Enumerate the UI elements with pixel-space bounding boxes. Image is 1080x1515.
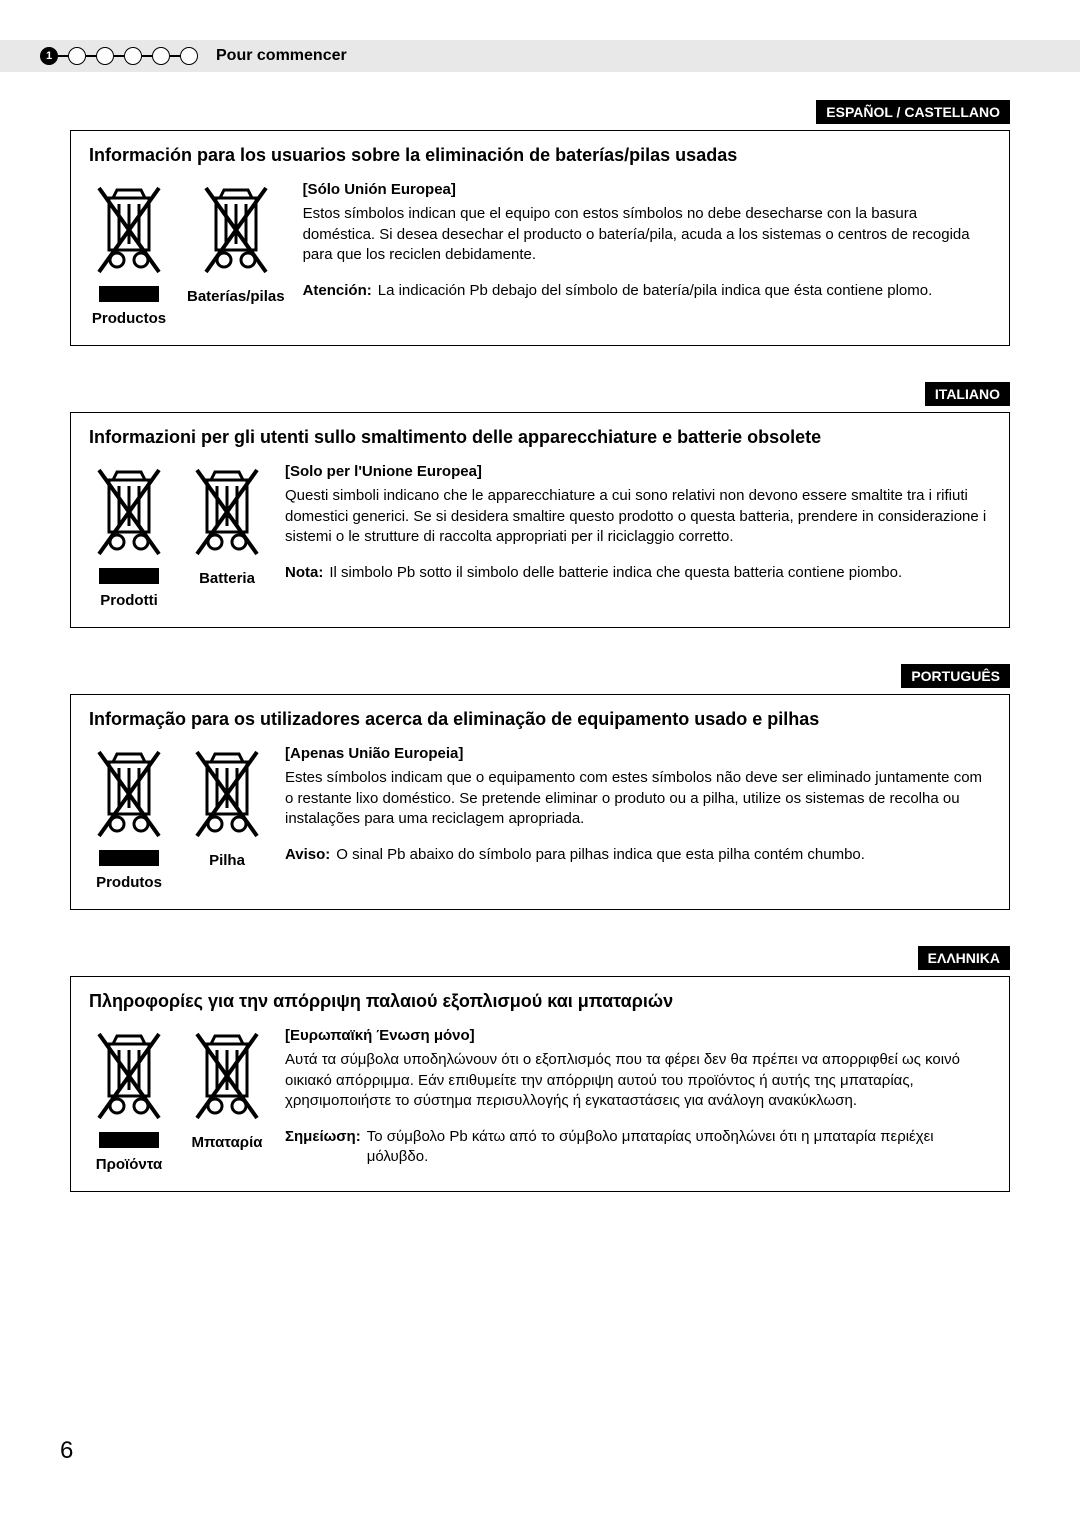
section-box: Informação para os utilizadores acerca d… bbox=[70, 694, 1010, 910]
note-body: Το σύμβολο Pb κάτω από το σύμβολο μπαταρ… bbox=[367, 1127, 991, 1168]
note-row: Atención: La indicación Pb debajo del sí… bbox=[303, 281, 991, 301]
section-text: [Apenas União Europeia] Estes símbolos i… bbox=[285, 744, 991, 891]
step-connector bbox=[86, 55, 96, 57]
black-bar-icon bbox=[99, 568, 159, 584]
battery-icon-column: Pilha bbox=[187, 744, 267, 891]
step-1-circle: 1 bbox=[40, 47, 58, 65]
page-content: ESPAÑOL / CASTELLANO Información para lo… bbox=[70, 100, 1010, 1228]
battery-label: Pilha bbox=[209, 852, 245, 869]
lang-section-it: ITALIANO Informazioni per gli utenti sul… bbox=[70, 382, 1010, 628]
step-connector bbox=[114, 55, 124, 57]
step-connector bbox=[58, 55, 68, 57]
crossed-bin-icon bbox=[89, 1026, 169, 1126]
note-body: La indicación Pb debajo del símbolo de b… bbox=[378, 281, 933, 301]
eu-only-label: [Solo per l'Unione Europea] bbox=[285, 462, 991, 482]
language-badge: ΕΛΛΗΝΙΚΑ bbox=[918, 946, 1010, 970]
language-badge: ITALIANO bbox=[925, 382, 1010, 406]
crossed-bin-icon bbox=[89, 180, 169, 280]
crossed-bin-icon bbox=[89, 744, 169, 844]
step-connector bbox=[170, 55, 180, 57]
eu-only-label: [Apenas União Europeia] bbox=[285, 744, 991, 764]
battery-icon-column: Batteria bbox=[187, 462, 267, 609]
page-number: 6 bbox=[60, 1437, 73, 1465]
step-3-circle bbox=[96, 47, 114, 65]
eu-only-label: [Ευρωπαϊκή Ένωση μόνο] bbox=[285, 1026, 991, 1046]
battery-label: Baterías/pilas bbox=[187, 288, 285, 305]
header-title: Pour commencer bbox=[216, 47, 347, 65]
lang-section-pt: PORTUGUÊS Informação para os utilizadore… bbox=[70, 664, 1010, 910]
battery-label: Batteria bbox=[199, 570, 255, 587]
section-title: Πληροφορίες για την απόρριψη παλαιού εξο… bbox=[89, 991, 991, 1012]
section-title: Informazioni per gli utenti sullo smalti… bbox=[89, 427, 991, 448]
step-6-circle bbox=[180, 47, 198, 65]
section-title: Información para los usuarios sobre la e… bbox=[89, 145, 991, 166]
lang-section-el: ΕΛΛΗΝΙΚΑ Πληροφορίες για την απόρριψη πα… bbox=[70, 946, 1010, 1192]
eu-only-label: [Sólo Unión Europea] bbox=[303, 180, 991, 200]
step-5-circle bbox=[152, 47, 170, 65]
products-icon-column: Prodotti bbox=[89, 462, 169, 609]
step-4-circle bbox=[124, 47, 142, 65]
body-text: Questi simboli indicano che le apparecch… bbox=[285, 486, 991, 547]
section-text: [Sólo Unión Europea] Estos símbolos indi… bbox=[303, 180, 991, 327]
products-icon-column: Προϊόντα bbox=[89, 1026, 169, 1173]
section-title: Informação para os utilizadores acerca d… bbox=[89, 709, 991, 730]
note-label: Σημείωση: bbox=[285, 1127, 361, 1168]
note-row: Aviso: O sinal Pb abaixo do símbolo para… bbox=[285, 845, 991, 865]
battery-icon-column: Μπαταρία bbox=[187, 1026, 267, 1173]
battery-label: Μπαταρία bbox=[192, 1134, 263, 1151]
section-box: Información para los usuarios sobre la e… bbox=[70, 130, 1010, 346]
black-bar-icon bbox=[99, 850, 159, 866]
language-badge: ESPAÑOL / CASTELLANO bbox=[816, 100, 1010, 124]
section-box: Πληροφορίες για την απόρριψη παλαιού εξο… bbox=[70, 976, 1010, 1192]
crossed-bin-icon bbox=[196, 180, 276, 280]
header-bar: 1 Pour commencer bbox=[0, 40, 1080, 72]
note-label: Atención: bbox=[303, 281, 372, 301]
body-text: Αυτά τα σύμβολα υποδηλώνουν ότι ο εξοπλι… bbox=[285, 1050, 991, 1111]
products-label: Prodotti bbox=[100, 592, 158, 609]
section-text: [Solo per l'Unione Europea] Questi simbo… bbox=[285, 462, 991, 609]
crossed-bin-icon bbox=[89, 462, 169, 562]
note-label: Nota: bbox=[285, 563, 323, 583]
note-body: Il simbolo Pb sotto il simbolo delle bat… bbox=[329, 563, 902, 583]
note-body: O sinal Pb abaixo do símbolo para pilhas… bbox=[336, 845, 865, 865]
step-indicator: 1 bbox=[40, 47, 198, 65]
products-icon-column: Productos bbox=[89, 180, 169, 327]
products-icon-column: Produtos bbox=[89, 744, 169, 891]
black-bar-icon bbox=[99, 1132, 159, 1148]
language-badge: PORTUGUÊS bbox=[901, 664, 1010, 688]
step-2-circle bbox=[68, 47, 86, 65]
battery-icon-column: Baterías/pilas bbox=[187, 180, 285, 327]
note-label: Aviso: bbox=[285, 845, 330, 865]
note-row: Σημείωση: Το σύμβολο Pb κάτω από το σύμβ… bbox=[285, 1127, 991, 1168]
section-box: Informazioni per gli utenti sullo smalti… bbox=[70, 412, 1010, 628]
section-text: [Ευρωπαϊκή Ένωση μόνο] Αυτά τα σύμβολα υ… bbox=[285, 1026, 991, 1173]
step-connector bbox=[142, 55, 152, 57]
body-text: Estes símbolos indicam que o equipamento… bbox=[285, 768, 991, 829]
products-label: Produtos bbox=[96, 874, 162, 891]
crossed-bin-icon bbox=[187, 1026, 267, 1126]
products-label: Productos bbox=[92, 310, 166, 327]
crossed-bin-icon bbox=[187, 744, 267, 844]
crossed-bin-icon bbox=[187, 462, 267, 562]
black-bar-icon bbox=[99, 286, 159, 302]
body-text: Estos símbolos indican que el equipo con… bbox=[303, 204, 991, 265]
note-row: Nota: Il simbolo Pb sotto il simbolo del… bbox=[285, 563, 991, 583]
lang-section-es: ESPAÑOL / CASTELLANO Información para lo… bbox=[70, 100, 1010, 346]
products-label: Προϊόντα bbox=[96, 1156, 162, 1173]
